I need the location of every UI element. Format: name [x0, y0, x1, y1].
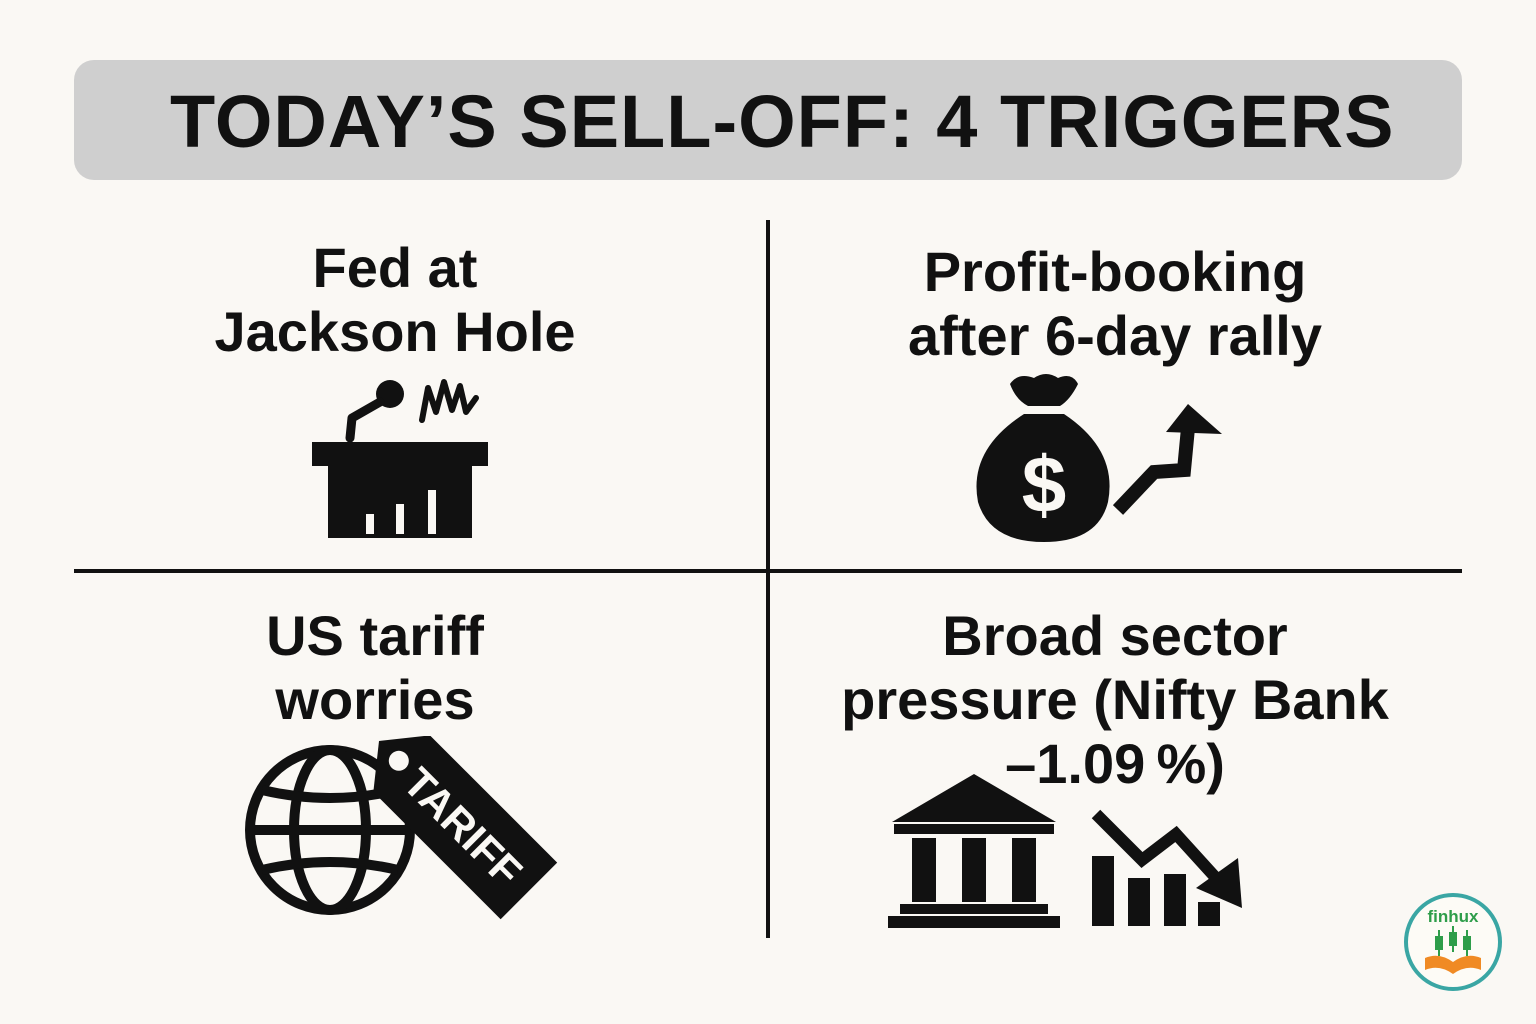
trigger-3-line-1: US tariff [266, 604, 484, 667]
bank-building-icon [888, 774, 1060, 928]
vertical-divider [766, 220, 770, 938]
money-bag-arrow-up-icon: $ [976, 374, 1222, 542]
horizontal-divider [74, 569, 1462, 573]
trigger-1-caption: Fed at Jackson Hole [90, 236, 700, 364]
trigger-4-line-1: Broad sector [942, 604, 1288, 667]
trigger-4-line-3: –1.09 %) [1005, 732, 1225, 795]
page-title: TODAY’S SELL-OFF: 4 TRIGGERS [170, 80, 1395, 163]
declining-chart-icon [1091, 809, 1242, 926]
title-banner: TODAY’S SELL-OFF: 4 TRIGGERS [74, 60, 1462, 180]
trigger-1-line-1: Fed at [312, 236, 478, 299]
trigger-4-line-2: pressure (Nifty Bank [841, 668, 1389, 731]
podium-microphone-icon [312, 379, 488, 538]
trigger-2-caption: Profit-booking after 6-day rally [800, 240, 1430, 368]
globe-tariff-tag-icon: TARIFF [245, 736, 558, 920]
trigger-3-caption: US tariff worries [80, 604, 670, 732]
trigger-4-caption: Broad sector pressure (Nifty Bank –1.09 … [790, 604, 1440, 796]
trigger-3-line-2: worries [275, 668, 475, 731]
trigger-2-line-2: after 6-day rally [908, 304, 1322, 367]
logo-text: finhux [1428, 907, 1480, 926]
finhux-logo: finhux [1404, 893, 1502, 991]
trigger-1-line-2: Jackson Hole [214, 300, 576, 363]
svg-text:$: $ [1022, 440, 1067, 529]
trigger-2-line-1: Profit-booking [923, 240, 1307, 303]
